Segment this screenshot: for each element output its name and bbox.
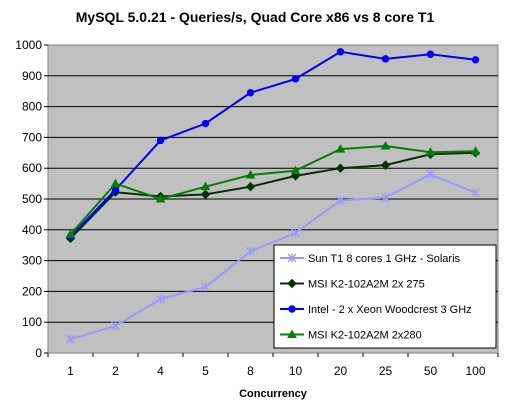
data-point [245,169,256,179]
data-point [336,48,345,56]
data-point [290,165,301,175]
x-tick-label: 2 [112,364,119,378]
data-point [426,169,435,179]
data-point [66,334,75,344]
y-tick-label: 1000 [15,38,42,52]
x-tick-label: 4 [157,364,164,378]
data-point [291,228,300,238]
legend-label: MSI K2-102A2M 2x 275 [308,279,425,291]
x-tick-label: 5 [202,364,209,378]
series-group [65,48,481,344]
legend: Sun T1 8 cores 1 GHz - Solaris MSI K2-102… [273,244,497,349]
x-tick-label: 50 [424,364,438,378]
series-1 [66,169,480,344]
chart-title: MySQL 5.0.21 - Queries/s, Quad Core x86 … [76,9,435,25]
data-point [156,294,165,304]
data-point [201,119,210,128]
legend-item: MSI K2-102A2M 2x280 [280,329,422,342]
series-4 [65,141,481,238]
data-point [246,89,255,97]
y-tick-label: 300 [22,254,42,268]
series-line [69,151,476,240]
x-tick-label: 1 [67,364,74,378]
data-point [201,282,210,292]
legend-label: MSI K2-102A2M 2x280 [308,330,422,342]
y-tick-label: 700 [22,130,42,144]
data-point [335,144,346,153]
legend-label: Sun T1 8 cores 1 GHz - Solaris [308,253,461,265]
data-point [425,147,436,156]
series-line [69,144,476,236]
legend-marker [288,305,296,313]
legend-item: Intel - 2 x Xeon Woodcrest 3 GHz [280,304,472,316]
x-tick-label: 8 [247,364,254,378]
y-tick-label: 900 [22,69,42,83]
data-point [291,75,300,83]
y-tick-label: 600 [22,161,42,175]
data-point [380,141,391,150]
x-tick-label: 20 [334,364,348,378]
data-point [426,50,435,58]
data-point [380,160,391,170]
data-point [245,181,256,192]
legend-item: Sun T1 8 cores 1 GHz - Solaris [280,253,461,265]
x-axis: 1 2 4 5 8 10 20 25 50 100 [47,353,499,378]
data-point [471,56,480,64]
data-point [110,178,121,188]
data-point [381,192,390,202]
legend-marker [287,278,297,289]
series-3 [66,48,480,241]
data-point [155,193,166,203]
data-point [156,136,165,145]
data-point [200,189,211,200]
series-line [69,50,476,238]
data-point [470,146,481,155]
y-tick-label: 200 [22,284,42,298]
data-point [381,55,390,63]
x-tick-label: 10 [289,364,303,378]
y-tick-label: 800 [22,100,42,114]
legend-marker [287,329,297,338]
legend-label: Intel - 2 x Xeon Woodcrest 3 GHz [308,304,472,316]
data-point [200,181,211,191]
legend-marker [287,253,297,263]
legend-box [273,244,497,349]
x-axis-label: Concurrency [239,388,308,400]
y-tick-label: 500 [22,192,42,206]
y-axis: 0 100 200 300 400 500 600 700 800 900 1000 [15,38,48,360]
y-tick-label: 400 [22,223,42,237]
x-tick-label: 25 [379,364,393,378]
data-point [111,321,120,331]
y-tick-label: 0 [35,346,42,360]
data-point [246,246,255,256]
series-line [70,173,476,341]
data-point [471,188,480,198]
data-point [65,229,76,238]
legend-item: MSI K2-102A2M 2x 275 [280,279,425,291]
x-tick-label: 100 [465,364,485,378]
data-point [336,196,345,206]
y-tick-label: 100 [22,315,42,329]
data-point [335,163,346,173]
